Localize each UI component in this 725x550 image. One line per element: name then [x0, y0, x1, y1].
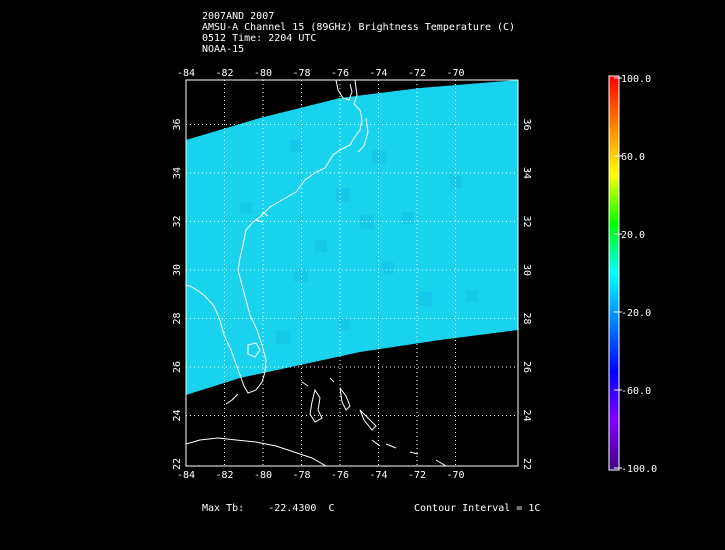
max-tb-value: -22.4300: [268, 503, 317, 514]
lon-tick-label-bottom: -76: [331, 470, 349, 481]
lake-okeechobee: [247, 342, 261, 358]
lon-tick-label-bottom: -82: [215, 470, 233, 481]
bahamas-eleuthera: [339, 387, 351, 411]
colorbar: [608, 75, 620, 471]
lon-tick-label-top: -78: [292, 68, 310, 79]
lat-tick-label-right: 24: [521, 409, 532, 421]
colorbar-label: 100.0: [621, 74, 651, 85]
lon-tick-label-bottom: -84: [177, 470, 195, 481]
swath-pixel-cells: [240, 140, 478, 344]
colorbar-label: -100.0: [621, 464, 657, 475]
lat-tick-label-right: 28: [521, 312, 532, 324]
lon-tick-label-bottom: -72: [408, 470, 426, 481]
lat-tick-label-right: 22: [521, 458, 532, 470]
delmarva-coast: [335, 80, 353, 101]
lat-tick-label-right: 30: [521, 264, 532, 276]
bahamas-andros: [309, 388, 323, 423]
lon-tick-label-bottom: -78: [292, 470, 310, 481]
colorbar-label: 20.0: [621, 230, 645, 241]
florida-keys: [225, 393, 239, 405]
lon-tick-label-top: -70: [446, 68, 464, 79]
lon-tick-label-top: -74: [369, 68, 387, 79]
max-tb-unit: C: [328, 503, 335, 514]
lon-tick-label-top: -80: [254, 68, 272, 79]
bahamas-small-islands: [301, 377, 447, 466]
max-tb-readout: Max Tb: -22.4300 C: [202, 503, 335, 514]
lat-tick-label-left: 22: [172, 458, 183, 470]
axis-tick-labels: -84 -84 -82 -82 -80 -80 -78 -78 -76 -76 -74 -74 -72 -…: [172, 68, 532, 481]
title-line-4: NOAA-15: [202, 44, 245, 55]
lat-tick-label-right: 34: [521, 167, 532, 179]
lat-tick-label-right: 26: [521, 361, 532, 373]
lon-tick-label-top: -72: [408, 68, 426, 79]
cuba-coast: [186, 437, 327, 466]
bahamas-long-island: [359, 409, 377, 431]
max-tb-label: Max Tb:: [202, 503, 245, 514]
colorbar-label: -60.0: [621, 386, 651, 397]
lon-tick-label-bottom: -70: [446, 470, 464, 481]
title-line-2: AMSU-A Channel 15 (89GHz) Brightness Tem…: [202, 22, 516, 33]
colorbar-label: -20.0: [621, 308, 651, 319]
satellite-swath: [186, 80, 518, 395]
lat-tick-label-left: 34: [172, 167, 183, 179]
lat-tick-label-left: 26: [172, 361, 183, 373]
colorbar-label: 60.0: [621, 152, 645, 163]
lat-tick-label-left: 24: [172, 409, 183, 421]
lat-tick-label-right: 32: [521, 215, 532, 227]
contour-interval: Contour Interval = 1C: [414, 503, 541, 514]
title-line-3: 0512 Time: 2204 UTC: [202, 33, 317, 44]
lat-tick-label-left: 36: [172, 118, 183, 130]
lat-tick-label-right: 36: [521, 118, 532, 130]
lat-tick-label-left: 30: [172, 264, 183, 276]
colorbar-labels: 100.0 60.0 20.0 -20.0 -60.0 -100.0: [614, 74, 657, 475]
lon-tick-label-top: -84: [177, 68, 195, 79]
lat-tick-label-left: 28: [172, 312, 183, 324]
lon-tick-label-top: -76: [331, 68, 349, 79]
title-line-1: 2007AND 2007: [202, 11, 275, 22]
map-frame: [185, 79, 519, 467]
lon-tick-label-bottom: -80: [254, 470, 272, 481]
lon-tick-label-top: -82: [215, 68, 233, 79]
chart-title-block: 2007AND 2007 AMSU-A Channel 15 (89GHz) B…: [202, 11, 515, 55]
lat-lon-grid: [186, 80, 518, 466]
lat-tick-label-left: 32: [172, 215, 183, 227]
lon-tick-label-bottom: -74: [369, 470, 387, 481]
